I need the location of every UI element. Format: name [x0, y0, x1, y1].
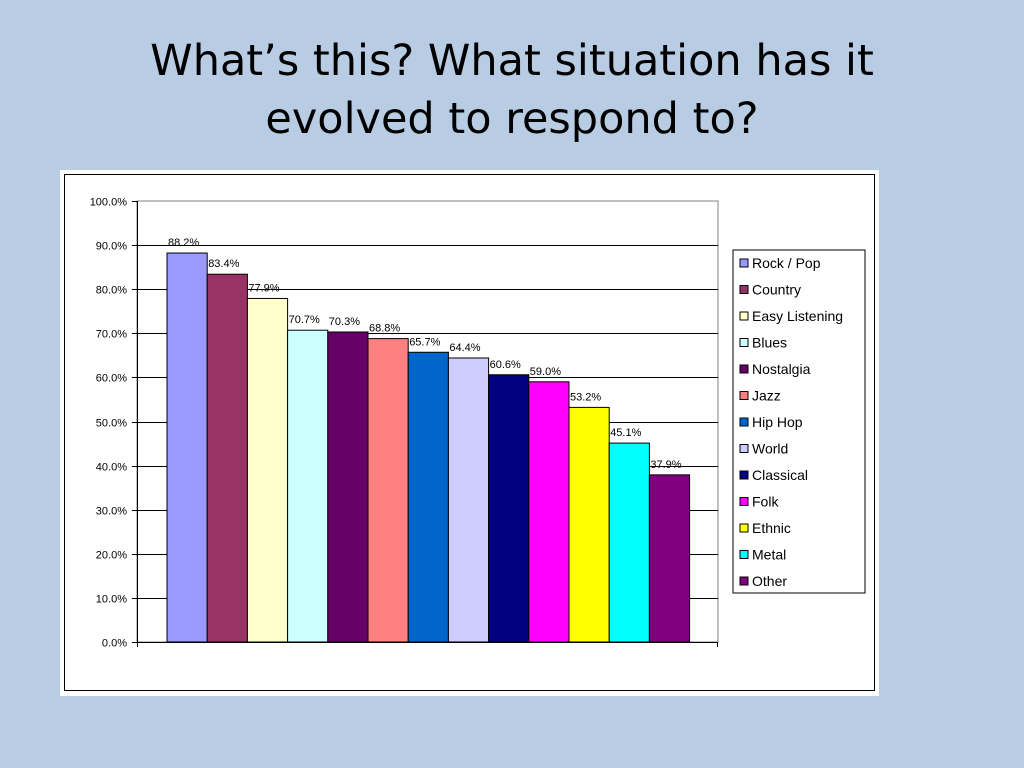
data-label: 83.4% — [208, 258, 239, 270]
bar — [648, 474, 691, 643]
y-tick-label: 90.0% — [96, 241, 127, 253]
slide-title: What’s this? What situation has it evolv… — [60, 32, 964, 148]
legend-label: Classical — [752, 467, 808, 483]
legend-swatch — [739, 470, 749, 480]
legend-label: Rock / Pop — [752, 255, 821, 271]
legend-swatch — [739, 576, 749, 586]
legend-label: Easy Listening — [752, 308, 843, 324]
bar — [246, 297, 289, 643]
data-label: 37.9% — [650, 459, 681, 471]
legend-swatch — [739, 444, 749, 453]
legend-label: World — [752, 441, 788, 457]
data-label: 53.2% — [570, 391, 601, 403]
y-tick-label: 60.0% — [96, 373, 127, 385]
y-tick-label: 30.0% — [96, 506, 127, 518]
y-tick-label: 40.0% — [96, 462, 127, 474]
bar — [407, 351, 449, 643]
legend-label: Folk — [752, 494, 779, 510]
bar — [206, 273, 248, 643]
legend-label: Ethnic — [752, 520, 791, 536]
data-label: 70.7% — [289, 314, 320, 326]
y-tick-label: 100.0% — [90, 197, 128, 209]
y-tick-label: 80.0% — [96, 285, 127, 297]
legend-swatch — [739, 550, 749, 559]
data-label: 68.8% — [369, 323, 400, 335]
legend-swatch — [739, 391, 749, 400]
legend-swatch — [739, 258, 749, 268]
data-label: 60.6% — [490, 359, 521, 371]
data-label: 70.3% — [329, 316, 360, 328]
legend-swatch — [739, 523, 749, 533]
y-tick-label: 50.0% — [96, 418, 127, 430]
data-label: 59.0% — [530, 366, 561, 378]
slide-title-line-2: evolved to respond to? — [265, 94, 759, 144]
data-label: 77.9% — [248, 282, 279, 294]
legend-swatch — [739, 417, 749, 427]
data-label: 45.1% — [610, 427, 641, 439]
legend-label: Nostalgia — [752, 361, 811, 377]
data-label: 65.7% — [409, 336, 440, 348]
legend-label: Country — [752, 282, 801, 298]
bar — [488, 374, 530, 643]
bar — [327, 331, 369, 643]
data-label: 88.2% — [168, 237, 199, 249]
legend-swatch — [739, 311, 749, 321]
bar — [608, 442, 650, 643]
y-tick-label: 20.0% — [96, 550, 127, 562]
bar — [367, 338, 409, 643]
legend-swatch — [739, 497, 749, 506]
legend-swatch — [739, 364, 749, 374]
bar — [447, 357, 490, 643]
bar — [528, 381, 570, 643]
chart-border — [64, 174, 875, 691]
legend-swatch — [739, 285, 749, 294]
bar — [568, 406, 610, 643]
legend-label: Other — [752, 573, 787, 589]
bar — [166, 252, 208, 643]
y-tick-label: 70.0% — [96, 329, 127, 341]
data-label: 64.4% — [449, 342, 480, 354]
legend-label: Metal — [752, 547, 786, 563]
legend-label: Hip Hop — [752, 414, 803, 430]
slide-title-line-1: What’s this? What situation has it — [150, 36, 874, 86]
legend-swatch — [739, 338, 749, 347]
legend — [732, 249, 866, 594]
y-tick-label: 10.0% — [96, 594, 127, 606]
bar — [287, 329, 329, 643]
legend-label: Jazz — [752, 388, 781, 404]
legend-label: Blues — [752, 335, 787, 351]
y-tick-label: 0.0% — [102, 638, 127, 650]
